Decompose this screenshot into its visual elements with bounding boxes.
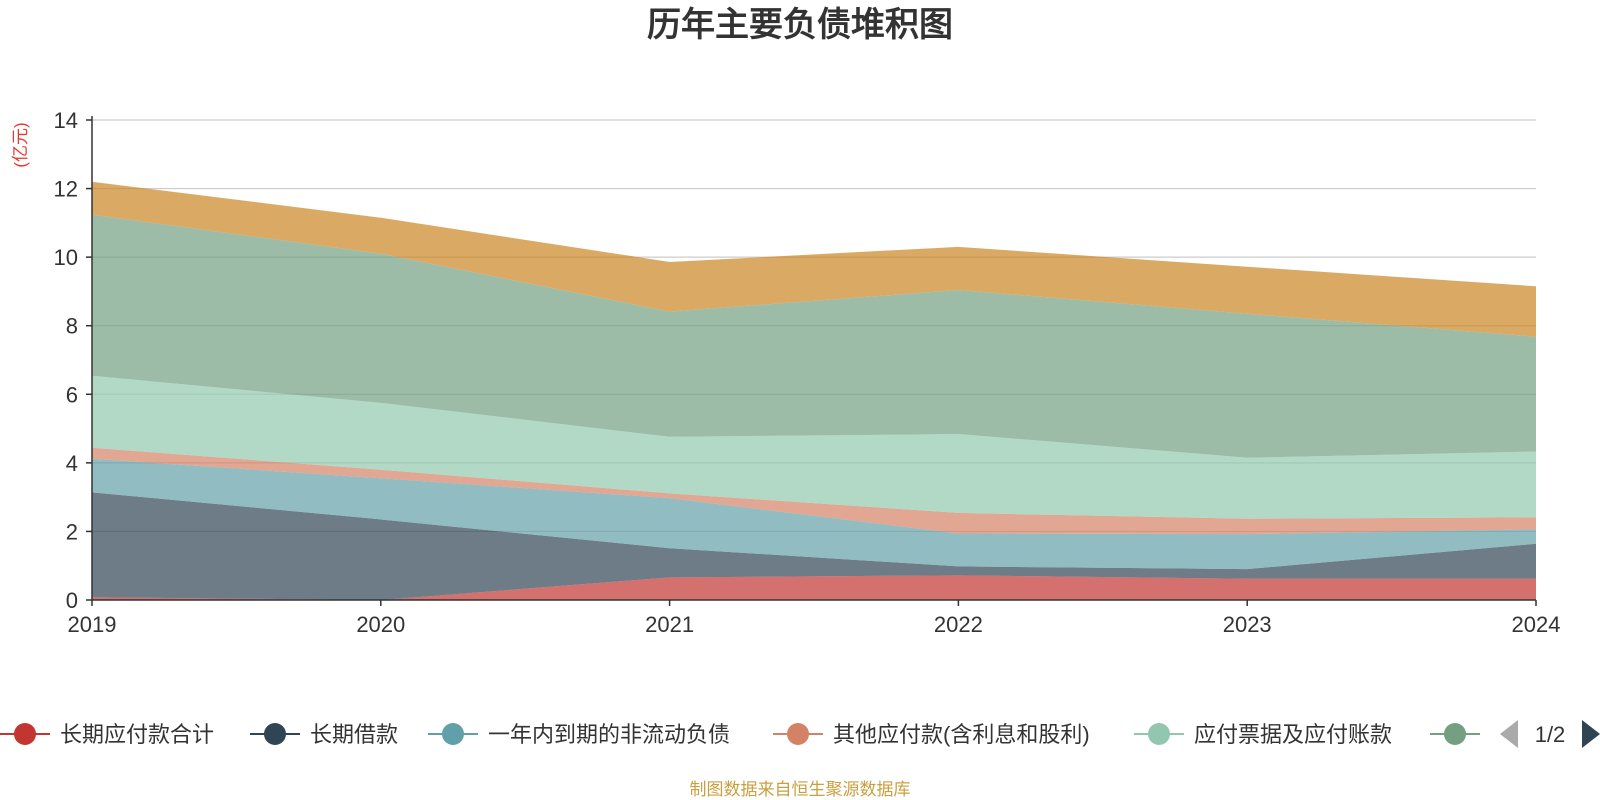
legend-label: 其他应付款(含利息和股利) xyxy=(833,722,1090,747)
chart-title: 历年主要负债堆积图 xyxy=(647,6,953,44)
x-tick-label: 2019 xyxy=(68,612,117,637)
area-series-7 xyxy=(92,181,1536,337)
legend-marker-icon xyxy=(442,723,464,745)
y-tick-label: 6 xyxy=(66,382,78,407)
x-tick-label: 2023 xyxy=(1223,612,1272,637)
axes: 0 2 4 6 8 10 12 14 2019 2020 2021 2022 2023 2024 xyxy=(54,108,1561,637)
legend-next-page-icon[interactable] xyxy=(1582,720,1600,748)
area-series-2 xyxy=(92,492,1536,600)
y-tick-label: 2 xyxy=(66,519,78,544)
y-tick-label: 8 xyxy=(66,314,78,339)
y-tick-label: 12 xyxy=(54,177,78,202)
x-tick-label: 2020 xyxy=(356,612,405,637)
area-series-4 xyxy=(92,447,1536,535)
area-series-6 xyxy=(92,214,1536,458)
legend-prev-page-icon[interactable] xyxy=(1500,720,1518,748)
legend-label: 一年内到期的非流动负债 xyxy=(488,722,730,747)
legend-item-2[interactable]: 长期借款 xyxy=(250,722,398,747)
legend-label: 应付票据及应付账款 xyxy=(1194,722,1392,747)
y-tick-label: 14 xyxy=(54,108,78,133)
legend-marker-icon xyxy=(264,723,286,745)
legend-item-3[interactable]: 一年内到期的非流动负债 xyxy=(428,722,730,747)
x-tick-label: 2024 xyxy=(1512,612,1561,637)
area-series-3 xyxy=(92,458,1536,570)
x-tick-label: 2022 xyxy=(934,612,983,637)
data-source-note: 制图数据来自恒生聚源数据库 xyxy=(690,780,911,799)
area-series-5 xyxy=(92,375,1536,519)
legend-item-4[interactable]: 其他应付款(含利息和股利) xyxy=(773,722,1090,747)
legend-marker-icon xyxy=(1148,723,1170,745)
legend-label: 长期应付款合计 xyxy=(60,722,214,747)
legend-item-5[interactable]: 应付票据及应付账款 xyxy=(1134,722,1392,747)
legend: 长期应付款合计 长期借款 一年内到期的非流动负债 其他应付款(含利息和股利) 应付票据及… xyxy=(0,720,1600,748)
y-tick-label: 10 xyxy=(54,245,78,270)
legend-item-6[interactable] xyxy=(1430,723,1480,745)
legend-marker-icon xyxy=(1444,723,1466,745)
area-series-1 xyxy=(92,575,1536,600)
legend-marker-icon xyxy=(14,723,36,745)
legend-marker-icon xyxy=(787,723,809,745)
legend-item-1[interactable]: 长期应付款合计 xyxy=(0,722,214,747)
y-tick-label: 4 xyxy=(66,451,78,476)
y-tick-label: 0 xyxy=(66,588,78,613)
legend-page-indicator: 1/2 xyxy=(1535,722,1566,747)
x-tick-label: 2021 xyxy=(645,612,694,637)
legend-label: 长期借款 xyxy=(310,722,398,747)
y-axis-unit: (亿元) xyxy=(11,122,30,167)
area-series xyxy=(92,181,1536,600)
